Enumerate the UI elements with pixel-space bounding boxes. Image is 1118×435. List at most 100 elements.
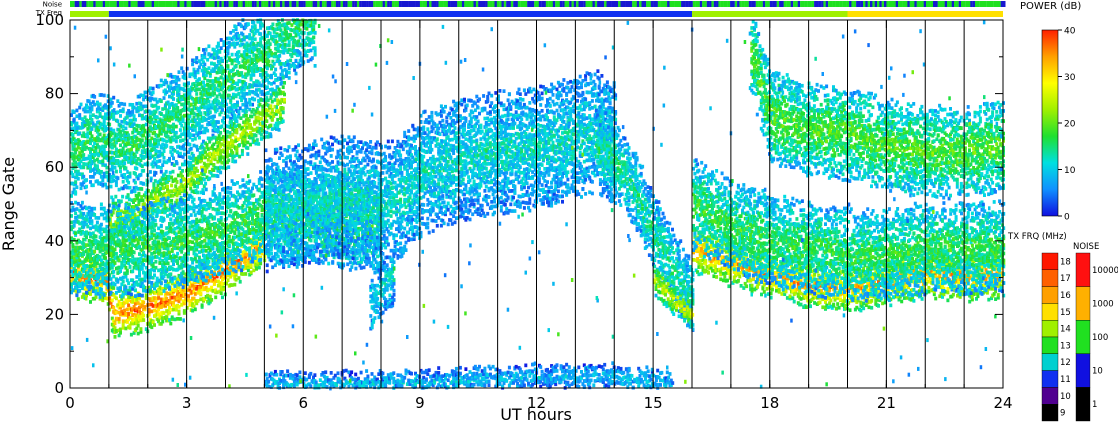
echo-cell	[95, 129, 99, 134]
echo-cell	[216, 55, 220, 60]
echo-cell	[242, 37, 246, 42]
echo-cell	[162, 138, 166, 143]
echo-cell	[98, 279, 102, 284]
echo-cell	[161, 152, 165, 157]
echo-cell	[255, 88, 258, 92]
echo-cell	[229, 58, 233, 62]
echo-cell	[236, 31, 239, 36]
echo-cell	[208, 122, 212, 127]
noise-strip-cell	[585, 1, 588, 7]
echo-cell	[166, 108, 170, 113]
echo-cell	[212, 52, 216, 56]
echo-cell	[244, 75, 248, 80]
echo-cell	[117, 258, 121, 262]
noise-strip-cell	[431, 1, 434, 7]
echo-band-upper-diagonal	[108, 75, 286, 249]
noise-strip-cell	[755, 1, 759, 7]
echo-cell	[86, 109, 90, 114]
echo-cell	[157, 165, 161, 169]
echo-cell	[207, 86, 211, 90]
echo-cell	[101, 178, 105, 183]
echo-cell	[196, 133, 200, 138]
echo-cell	[82, 153, 86, 157]
noise-strip-cell	[709, 1, 712, 7]
echo-cell	[279, 65, 283, 70]
echo-cell	[306, 59, 310, 63]
echo-cell	[157, 133, 161, 138]
echo-cell	[251, 25, 254, 29]
echo-cell	[249, 46, 253, 51]
echo-cell	[267, 81, 271, 85]
echo-cell	[136, 157, 140, 161]
noise-strip-cell	[228, 1, 232, 7]
echo-cell	[78, 240, 82, 244]
echo-cell	[147, 133, 151, 137]
echo-cell	[268, 48, 272, 53]
echo-cell	[85, 243, 88, 247]
noise-strip-cell	[459, 1, 462, 7]
echo-cell	[216, 120, 220, 124]
echo-cell	[193, 184, 197, 189]
echo-cell	[78, 131, 82, 136]
noise-strip-cell	[487, 1, 490, 7]
noise-strip-cell	[207, 1, 211, 7]
echo-cell	[270, 82, 273, 86]
echo-cell	[117, 163, 121, 168]
echo-cell	[116, 119, 120, 123]
echo-cell	[257, 116, 261, 120]
echo-cell	[216, 125, 220, 130]
echo-cell	[90, 274, 94, 278]
echo-cell	[188, 303, 192, 307]
echo-cell	[125, 185, 129, 190]
echo-cell	[99, 170, 103, 174]
noise-strip-cell	[492, 1, 495, 7]
noise-strip-cell	[907, 1, 910, 7]
echo-cell	[76, 154, 80, 159]
echo-cell	[127, 217, 131, 222]
echo-cell	[199, 111, 203, 115]
echo-cell	[93, 206, 97, 211]
noise-strip-cell	[821, 1, 824, 7]
noise-strip-cell	[646, 1, 649, 7]
echo-cell	[168, 170, 172, 175]
echo-cell	[267, 59, 271, 64]
echo-cell	[159, 169, 163, 174]
echo-cell	[161, 163, 165, 167]
echo-cell	[95, 157, 99, 162]
echo-cell	[241, 59, 245, 63]
echo-cell	[200, 142, 204, 147]
echo-cell	[157, 296, 161, 300]
noise-strip-cell	[447, 1, 451, 7]
noise-strip-cell	[559, 1, 563, 7]
noise-strip-cell	[608, 1, 612, 7]
echo-cell	[238, 143, 242, 147]
echo-cell	[85, 290, 88, 295]
echo-cell	[112, 137, 116, 142]
echo-cell	[193, 170, 197, 175]
noise-strip-cell	[70, 1, 73, 7]
echo-cell	[166, 184, 169, 189]
echo-cell	[150, 117, 154, 122]
noise-strip-cell	[342, 1, 346, 7]
echo-cell	[206, 57, 210, 62]
noise-strip-cell	[205, 1, 208, 7]
echo-cell	[182, 309, 186, 313]
noise-strip-cell	[846, 1, 850, 7]
echo-cell	[211, 123, 215, 128]
noise-strip-cell	[613, 1, 616, 7]
echo-cell	[133, 189, 137, 193]
echo-cell	[110, 145, 114, 150]
echo-cell	[74, 180, 78, 184]
noise-strip-cell	[893, 1, 896, 7]
echo-cell	[230, 83, 234, 87]
echo-cell	[95, 125, 99, 130]
echo-cell	[204, 87, 208, 92]
noise-strip-cell	[128, 1, 131, 7]
echo-cell	[123, 229, 127, 233]
noise-strip-cell	[221, 1, 225, 7]
echo-cell	[225, 130, 229, 134]
echo-cell	[93, 95, 97, 99]
echo-cell	[144, 115, 148, 119]
echo-cell	[170, 101, 174, 106]
echo-cell	[271, 59, 275, 64]
